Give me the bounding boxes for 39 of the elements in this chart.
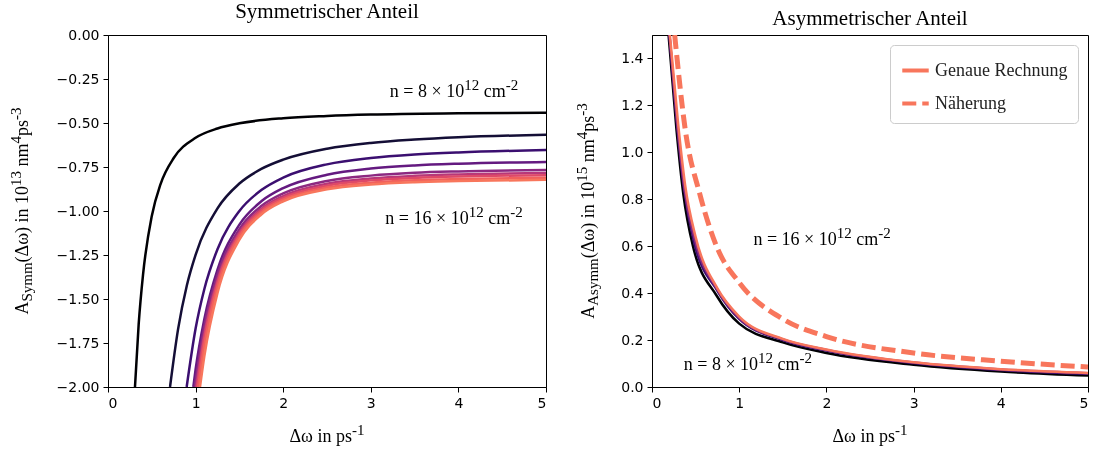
annotation: n = 8 × 10$^{12}$ cm$^{-2}$ [389,76,519,102]
x-tick-label: 5 [537,394,547,411]
x-tick-label: 2 [279,394,289,411]
y-tick-label: 0.0 [621,378,644,395]
y-tick-label: 1.4 [621,49,644,66]
x-tick-label: 4 [454,394,464,411]
x-tick-label: 5 [1079,394,1089,411]
y-tick-label: −1.75 [56,334,100,351]
y-tick-label: 1.2 [621,96,644,113]
chart-title: Symmetrischer Anteil [235,0,420,23]
legend-label: Genaue Rechnung [935,59,1068,80]
x-tick-label: 1 [191,394,201,411]
annotation: n = 16 × 10$^{12}$ cm$^{-2}$ [753,224,891,250]
y-tick-label: 0.4 [621,284,644,301]
x-tick-label: 0 [652,394,662,411]
y-tick-label: −1.25 [56,246,100,263]
x-tick-label: 1 [735,394,745,411]
x-tick-label: 3 [366,394,376,411]
y-tick-label: 0.2 [621,331,644,348]
y-tick-label: 0.6 [621,237,644,254]
chart-title: Asymmetrischer Anteil [772,6,968,30]
y-tick-label: −0.75 [56,158,100,175]
y-tick-label: −1.50 [56,290,100,307]
annotation: n = 8 × 10$^{12}$ cm$^{-2}$ [683,349,813,375]
y-tick-label: −2.00 [56,378,100,395]
y-tick-label: 0.00 [68,26,100,43]
x-tick-label: 0 [108,394,118,411]
y-tick-label: −0.25 [56,70,100,87]
y-tick-label: 1.0 [621,143,644,160]
legend-label: Näherung [935,92,1006,113]
x-tick-label: 3 [909,394,919,411]
y-tick-label: −0.50 [56,114,100,131]
x-tick-label: 4 [996,394,1006,411]
x-axis-title: Δω in ps$^{-1}$ [289,422,365,446]
annotation: n = 16 × 10$^{12}$ cm$^{-2}$ [385,203,523,229]
x-axis-title: Δω in ps$^{-1}$ [832,422,908,446]
y-tick-label: −1.00 [56,202,100,219]
y-tick-label: 0.8 [621,190,644,207]
x-tick-label: 2 [822,394,832,411]
